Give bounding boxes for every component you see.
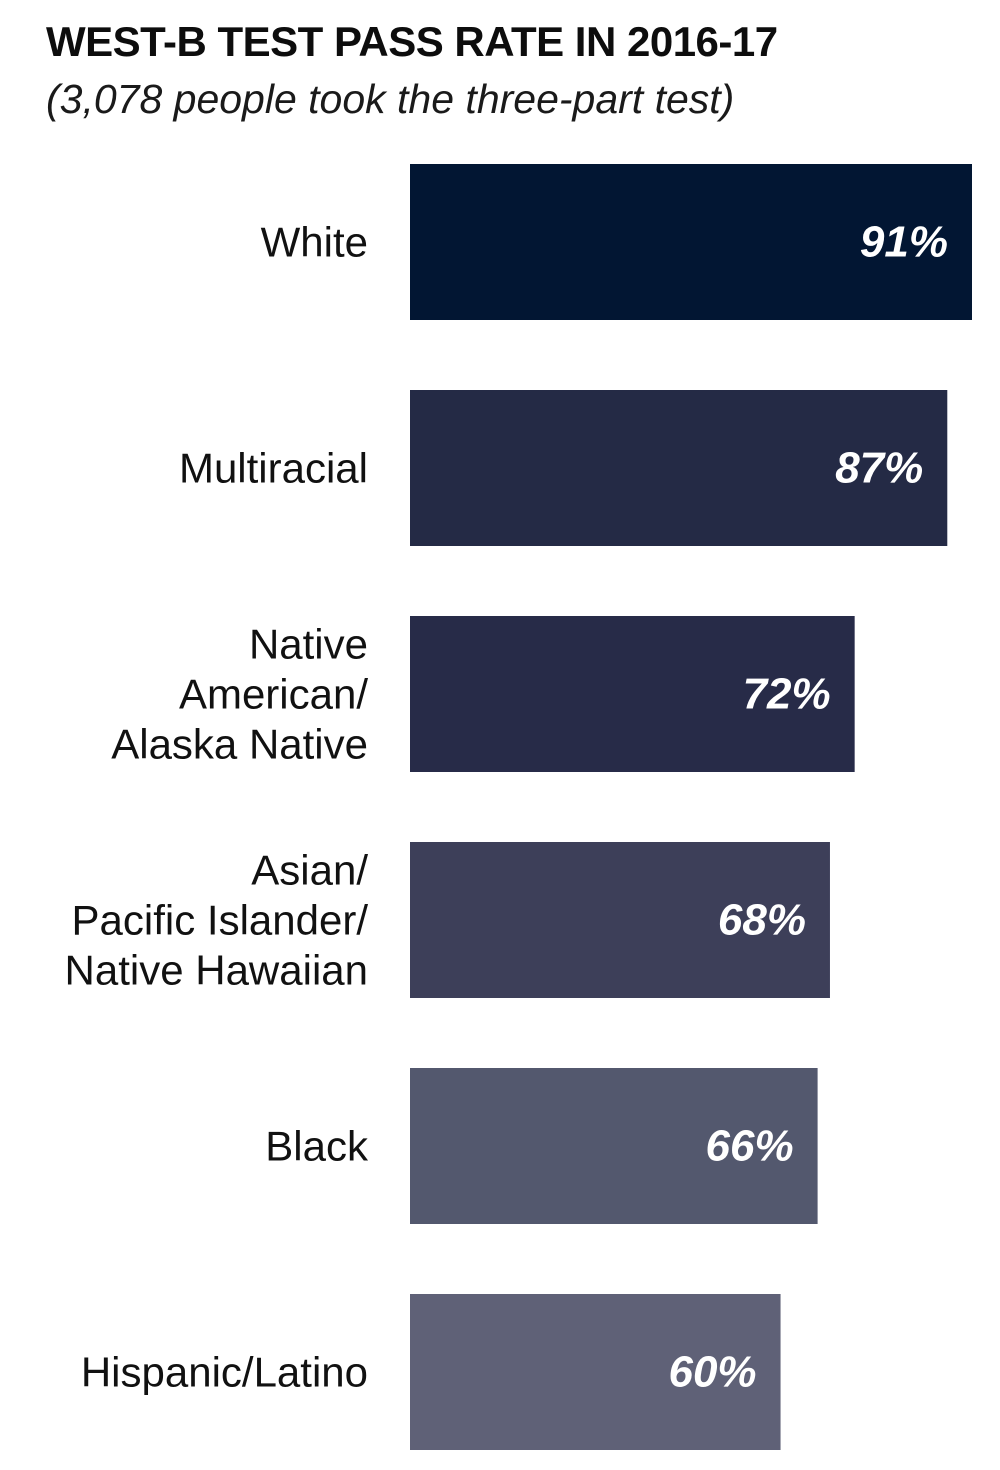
value-label-2: 72% (743, 670, 831, 719)
category-label-line: Hispanic/Latino (81, 1349, 368, 1396)
chart-title: WEST-B TEST PASS RATE IN 2016-17 (46, 18, 778, 65)
category-label-line: Asian/ (251, 847, 368, 894)
bar-2 (410, 616, 855, 772)
bar-0 (410, 164, 972, 320)
bar-1 (410, 390, 948, 546)
category-label-0: White (261, 219, 368, 266)
category-label-line: White (261, 219, 368, 266)
category-label-3: Asian/Pacific Islander/Native Hawaiian (65, 847, 369, 994)
chart-subtitle: (3,078 people took the three-part test) (46, 76, 735, 122)
bar-4 (410, 1068, 818, 1224)
category-label-5: Hispanic/Latino (81, 1349, 368, 1396)
category-label-line: Native Hawaiian (65, 947, 368, 994)
value-label-3: 68% (718, 896, 806, 945)
category-label-line: Multiracial (179, 445, 368, 492)
category-label-line: Pacific Islander/ (72, 897, 369, 944)
value-label-1: 87% (835, 444, 923, 493)
category-label-4: Black (265, 1123, 369, 1170)
category-label-1: Multiracial (179, 445, 368, 492)
value-label-0: 91% (860, 218, 948, 267)
category-label-line: Black (265, 1123, 369, 1170)
category-label-line: Alaska Native (111, 721, 368, 768)
value-label-5: 60% (668, 1348, 756, 1397)
category-label-line: American/ (179, 671, 368, 718)
category-label-2: Native American/Alaska Native (111, 621, 368, 768)
bar-3 (410, 842, 830, 998)
category-label-line: Native (249, 621, 368, 668)
value-label-4: 66% (706, 1122, 794, 1171)
bar-5 (410, 1294, 781, 1450)
